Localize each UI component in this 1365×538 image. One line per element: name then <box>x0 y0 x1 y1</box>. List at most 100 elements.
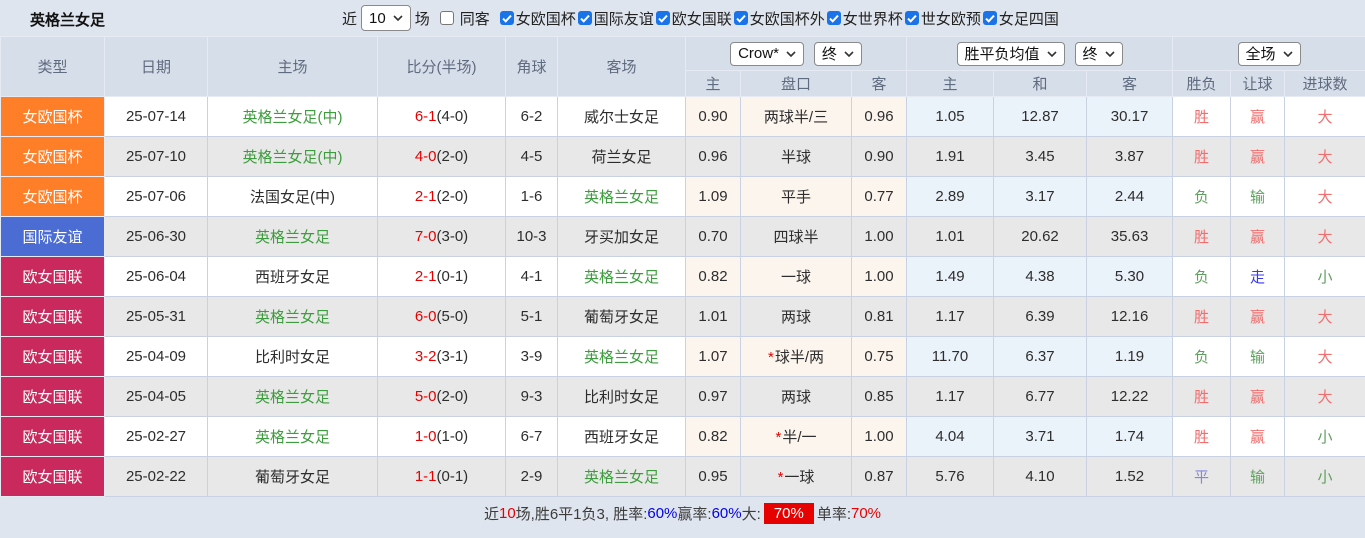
col-header-goals: 进球数 <box>1284 70 1365 97</box>
cell-date: 25-07-10 <box>104 136 208 177</box>
cell-away-team: 英格兰女足 <box>557 256 686 297</box>
col-header-odds-away: 客 <box>850 70 908 97</box>
handicap-star: * <box>767 349 774 366</box>
table-row: 女欧国杯 25-07-14 英格兰女足(中) 6-1(4-0) 6-2 威尔士女足 0.90… <box>0 96 1365 137</box>
fulltime-score: 2-1 <box>414 268 437 285</box>
cell-corner: 2-9 <box>505 456 558 497</box>
cell-handicap-result: 赢 <box>1230 296 1286 337</box>
cell-result: 负 <box>1172 336 1232 377</box>
cell-handicap-result: 走 <box>1230 256 1286 297</box>
cell-date: 25-05-31 <box>104 296 208 337</box>
cell-home-team: 英格兰女足(中) <box>207 96 378 137</box>
cell-handicap-result: 输 <box>1230 176 1286 217</box>
avg-type-select[interactable]: 胜平负均值 <box>956 41 1065 66</box>
check-icon <box>985 14 995 23</box>
top-toolbar: 英格兰女足 近 10 场 同客 女欧国杯 国际友谊 欧女国联 女欧国杯外 女世界杯 世女欧… <box>0 0 1365 36</box>
cell-avg-away: 30.17 <box>1086 96 1174 137</box>
cell-goals-result: 大 <box>1284 96 1365 137</box>
cell-date: 25-06-30 <box>104 216 208 257</box>
cell-avg-draw: 20.62 <box>993 216 1088 257</box>
cell-odds-home: 0.95 <box>685 456 741 497</box>
cell-odds-away: 0.77 <box>850 176 908 217</box>
col-header-away: 客场 <box>557 36 686 97</box>
fulltime-score: 5-0 <box>414 388 437 405</box>
cell-odds-home: 1.09 <box>685 176 741 217</box>
cell-result: 胜 <box>1172 416 1232 457</box>
cell-corner: 3-9 <box>505 336 558 377</box>
league-filter-checkbox[interactable] <box>982 11 997 25</box>
cell-handicap: 平手 <box>740 176 852 217</box>
halftime-score: (0-1) <box>436 268 469 285</box>
bookmaker-select[interactable]: Crow* <box>730 41 804 66</box>
cell-avg-draw: 6.39 <box>993 296 1088 337</box>
cell-result: 胜 <box>1172 136 1232 177</box>
league-filter-checkbox[interactable] <box>904 11 919 25</box>
league-filter-checkbox[interactable] <box>655 11 670 25</box>
league-filter-checkbox[interactable] <box>499 11 514 25</box>
cell-away-team: 英格兰女足 <box>557 336 686 377</box>
league-filter-label: 国际友谊 <box>593 10 654 28</box>
cell-goals-result: 大 <box>1284 376 1365 417</box>
cell-odds-home: 1.01 <box>685 296 741 337</box>
cell-corner: 1-6 <box>505 176 558 217</box>
cell-home-team: 英格兰女足 <box>207 416 378 457</box>
league-filter: 欧女国联 <box>655 8 732 29</box>
league-filter-checkbox[interactable] <box>826 11 841 25</box>
cell-home-team: 西班牙女足 <box>207 256 378 297</box>
page-title: 英格兰女足 <box>30 12 106 29</box>
league-filter-checkbox[interactable] <box>733 11 748 25</box>
cell-score: 1-1(0-1) <box>377 456 506 497</box>
cell-avg-home: 11.70 <box>906 336 995 377</box>
cell-date: 25-06-04 <box>104 256 208 297</box>
recent-count-select[interactable]: 10 <box>361 5 411 31</box>
cell-score: 2-1(0-1) <box>377 256 506 297</box>
cell-away-team: 牙买加女足 <box>557 216 686 257</box>
cell-goals-result: 大 <box>1284 216 1365 257</box>
cell-score: 7-0(3-0) <box>377 216 506 257</box>
chevron-down-icon <box>844 50 854 57</box>
cell-score: 3-2(3-1) <box>377 336 506 377</box>
cell-odds-home: 0.82 <box>685 256 741 297</box>
cell-league: 欧女国联 <box>0 336 105 377</box>
cell-home-team: 葡萄牙女足 <box>207 456 378 497</box>
cell-home-team: 英格兰女足 <box>207 296 378 337</box>
cell-result: 负 <box>1172 256 1232 297</box>
league-filter: 女世界杯 <box>826 8 903 29</box>
table-row: 欧女国联 25-02-27 英格兰女足 1-0(1-0) 6-7 西班牙女足 0.82 *半/… <box>0 416 1365 457</box>
cell-handicap-result: 输 <box>1230 336 1286 377</box>
halftime-score: (4-0) <box>436 108 469 125</box>
cell-avg-away: 1.74 <box>1086 416 1174 457</box>
fulltime-score: 6-1 <box>414 108 437 125</box>
cell-league: 女欧国杯 <box>0 176 105 217</box>
cell-avg-home: 5.76 <box>906 456 995 497</box>
halftime-score: (2-0) <box>436 388 469 405</box>
col-header-handicap: 盘口 <box>740 70 852 97</box>
cell-date: 25-04-09 <box>104 336 208 377</box>
same-away-checkbox[interactable] <box>439 11 454 25</box>
summary-segment: 70% <box>763 502 814 524</box>
col-header-avg-draw: 和 <box>993 70 1088 97</box>
cell-corner: 4-1 <box>505 256 558 297</box>
cell-avg-home: 1.17 <box>906 376 995 417</box>
odds-time-select[interactable]: 终 <box>813 41 862 66</box>
cell-corner: 4-5 <box>505 136 558 177</box>
cell-odds-home: 0.70 <box>685 216 741 257</box>
avg-time-select[interactable]: 终 <box>1074 41 1123 66</box>
cell-score: 6-1(4-0) <box>377 96 506 137</box>
cell-goals-result: 大 <box>1284 336 1365 377</box>
summary-segment: 70% <box>850 504 882 522</box>
cell-handicap: 半球 <box>740 136 852 177</box>
fulltime-score: 4-0 <box>414 148 437 165</box>
col-header-odds-home: 主 <box>685 70 741 97</box>
same-away-filter: 同客 <box>439 8 490 29</box>
recent-label: 近 <box>342 10 358 28</box>
cell-avg-away: 12.22 <box>1086 376 1174 417</box>
cell-score: 5-0(2-0) <box>377 376 506 417</box>
league-filter-label: 女世界杯 <box>842 10 903 28</box>
cell-avg-away: 1.52 <box>1086 456 1174 497</box>
period-select[interactable]: 全场 <box>1237 41 1301 66</box>
cell-odds-away: 0.96 <box>850 96 908 137</box>
league-filter-checkbox[interactable] <box>577 11 592 25</box>
cell-odds-home: 0.90 <box>685 96 741 137</box>
cell-goals-result: 小 <box>1284 256 1365 297</box>
